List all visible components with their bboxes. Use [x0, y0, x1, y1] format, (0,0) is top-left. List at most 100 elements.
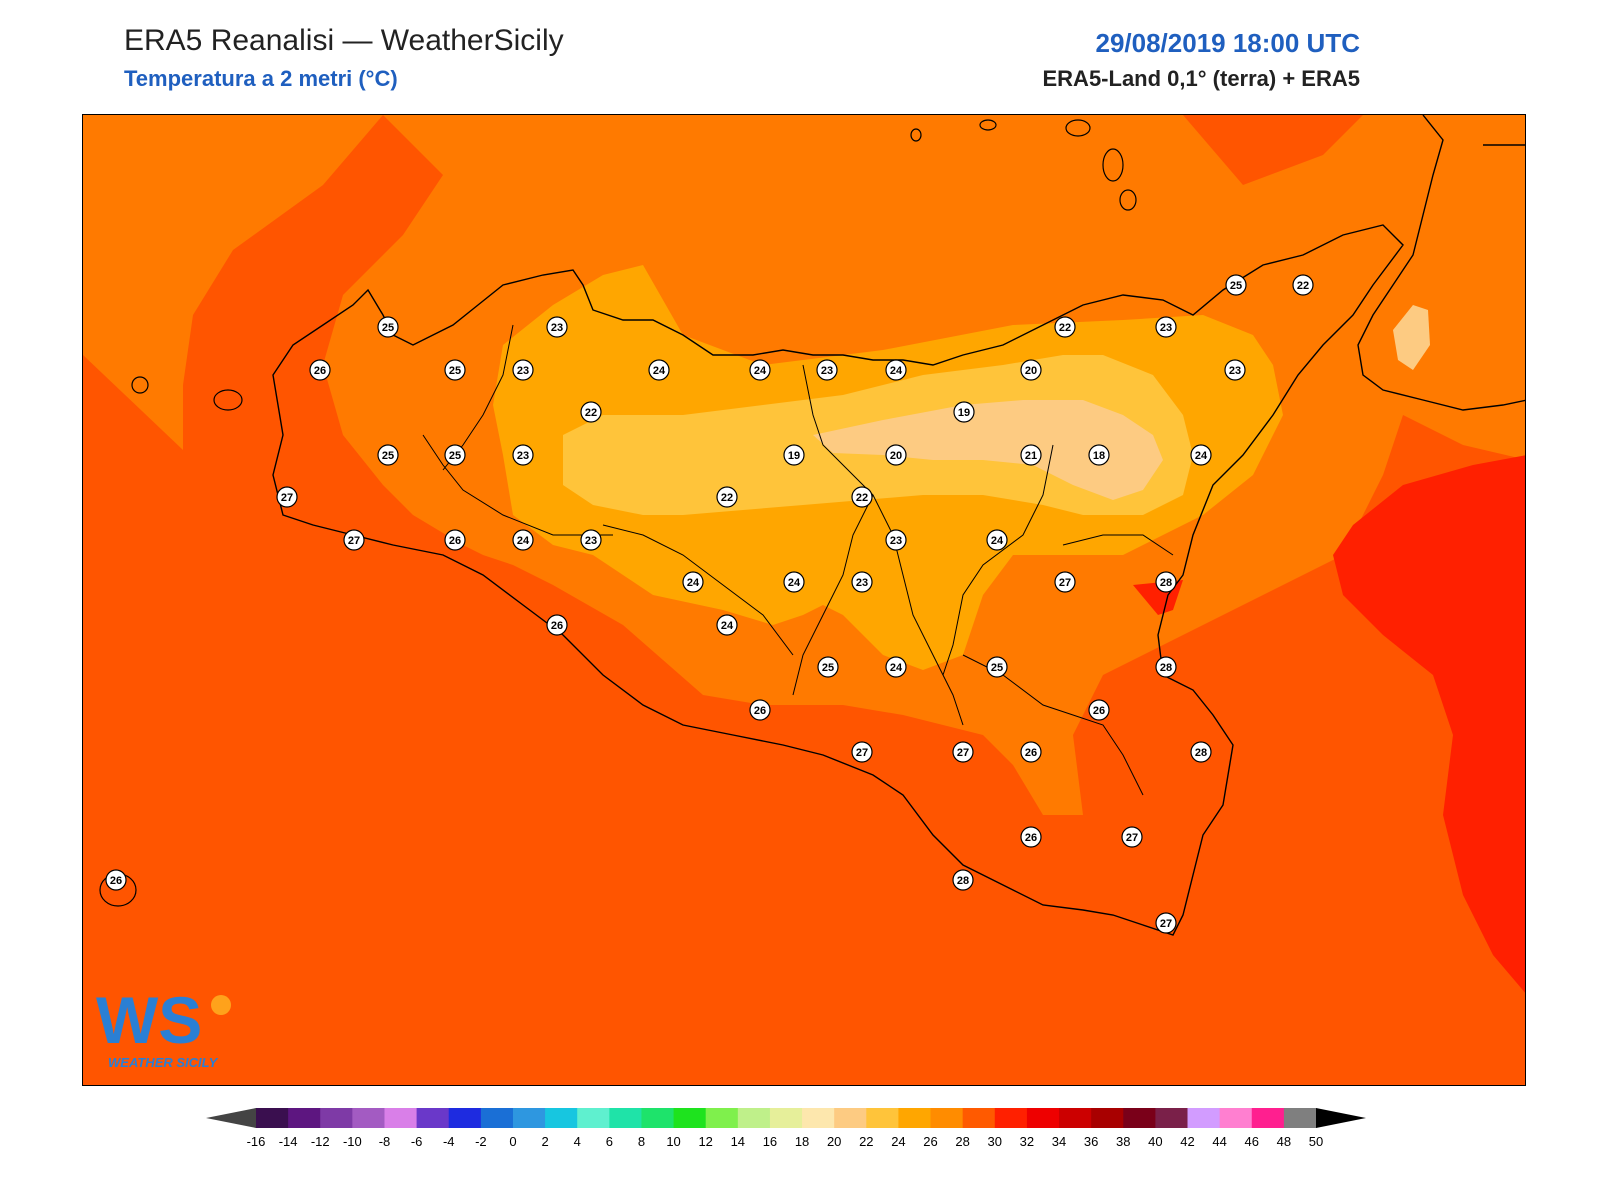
station-marker: 24: [512, 529, 534, 551]
island-favignana: [213, 389, 243, 411]
station-marker-circle: [816, 359, 838, 381]
colorbar-cell: [898, 1108, 932, 1128]
station-marker: 23: [816, 359, 838, 381]
station-marker: 22: [851, 486, 873, 508]
station-marker-circle: [783, 444, 805, 466]
station-marker-circle: [444, 359, 466, 381]
station-marker: 26: [546, 614, 568, 636]
station-temperature: 24: [991, 535, 1004, 547]
station-marker: 27: [952, 741, 974, 763]
island-alicudi: [910, 128, 922, 142]
colorbar-label: 8: [638, 1134, 645, 1149]
colorbar-cell: [994, 1108, 1028, 1128]
colorbar-label: -12: [311, 1134, 330, 1149]
colorbar-cell: [577, 1108, 610, 1128]
station-temperature: 26: [754, 705, 766, 717]
station-marker-circle: [851, 486, 873, 508]
station-temperature: 24: [1195, 450, 1208, 462]
station-temperature: 24: [517, 535, 530, 547]
station-marker-circle: [276, 486, 298, 508]
temp-zone-28-30: [1333, 455, 1525, 993]
station-marker: 26: [1088, 699, 1110, 721]
station-marker: 25: [377, 444, 399, 466]
colorbar-cell: [384, 1108, 418, 1128]
station-marker: 21: [1020, 444, 1042, 466]
station-marker: 25: [444, 444, 466, 466]
colorbar-label: 48: [1277, 1134, 1291, 1149]
station-marker-circle: [512, 444, 534, 466]
station-marker: 25: [377, 316, 399, 338]
station-marker-circle: [377, 444, 399, 466]
station-marker: 22: [580, 401, 602, 423]
station-temperature: 22: [1059, 322, 1071, 334]
colorbar-cell: [320, 1108, 353, 1128]
station-marker: 28: [952, 869, 974, 891]
station-temperature: 26: [551, 620, 563, 632]
station-marker-circle: [783, 571, 805, 593]
station-marker: 28: [1190, 741, 1212, 763]
station-marker: 19: [783, 444, 805, 466]
station-temperature: 28: [1160, 577, 1172, 589]
station-marker: 23: [580, 529, 602, 551]
station-marker: 24: [885, 359, 907, 381]
colorbar-label: -16: [247, 1134, 266, 1149]
station-temperature: 25: [382, 322, 394, 334]
station-temperature: 22: [1297, 280, 1309, 292]
station-marker: 23: [546, 316, 568, 338]
station-temperature: 22: [856, 492, 868, 504]
colorbar-label: 40: [1148, 1134, 1162, 1149]
station-marker-circle: [546, 614, 568, 636]
station-temperature: 27: [1059, 577, 1071, 589]
station-marker: 23: [885, 529, 907, 551]
calabria-coastline: [1357, 115, 1525, 411]
station-temperature: 27: [1126, 832, 1138, 844]
colorbar-label: 12: [698, 1134, 712, 1149]
colorbar-cell: [1219, 1108, 1253, 1128]
station-temperature: 23: [585, 535, 597, 547]
station-marker-circle: [1224, 359, 1246, 381]
station-marker: 22: [1292, 274, 1314, 296]
colorbar-label: -8: [379, 1134, 391, 1149]
station-marker: 20: [885, 444, 907, 466]
colorbar-label: -6: [411, 1134, 423, 1149]
colorbar-label: -4: [443, 1134, 455, 1149]
station-marker-circle: [1054, 316, 1076, 338]
station-marker: 24: [1190, 444, 1212, 466]
station-marker-circle: [444, 444, 466, 466]
station-marker-circle: [377, 316, 399, 338]
island-vulcano: [1119, 189, 1137, 211]
colorbar-label: 44: [1212, 1134, 1226, 1149]
station-temperature: 21: [1025, 450, 1037, 462]
station-marker: 27: [343, 529, 365, 551]
logo-sun: [211, 995, 231, 1015]
station-marker-circle: [648, 359, 670, 381]
colorbar-label: 0: [509, 1134, 516, 1149]
station-marker-circle: [682, 571, 704, 593]
colorbar-label: 50: [1309, 1134, 1323, 1149]
station-markers: 25 26 25 23 23 24 24 23 24 22 23 25 22 20 23 19 25 25 23 22…: [105, 274, 1314, 934]
station-marker-circle: [309, 359, 331, 381]
station-marker: 24: [986, 529, 1008, 551]
colorbar-label: 10: [666, 1134, 680, 1149]
station-marker: 26: [444, 529, 466, 551]
station-marker: 25: [444, 359, 466, 381]
station-temperature: 24: [653, 365, 666, 377]
colorbar-cell: [416, 1108, 450, 1128]
station-marker: 22: [716, 486, 738, 508]
station-marker-circle: [885, 359, 907, 381]
station-marker-circle: [512, 359, 534, 381]
station-temperature: 18: [1093, 450, 1105, 462]
station-temperature: 25: [991, 662, 1003, 674]
station-marker-circle: [1020, 359, 1042, 381]
station-marker: 24: [648, 359, 670, 381]
station-marker: 23: [1155, 316, 1177, 338]
colorbar-cells: [256, 1108, 1317, 1128]
station-temperature: 24: [721, 620, 734, 632]
station-marker: 25: [817, 656, 839, 678]
station-marker-circle: [1190, 741, 1212, 763]
station-temperature: 27: [856, 747, 868, 759]
colorbar-label: 42: [1180, 1134, 1194, 1149]
colorbar-cell: [1123, 1108, 1156, 1128]
station-temperature: 22: [721, 492, 733, 504]
station-temperature: 28: [1160, 662, 1172, 674]
